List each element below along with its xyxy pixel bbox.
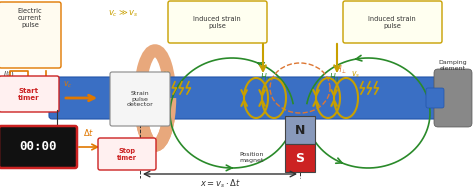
FancyBboxPatch shape bbox=[49, 77, 470, 119]
FancyBboxPatch shape bbox=[0, 126, 77, 168]
Text: S: S bbox=[295, 152, 304, 164]
Text: $v_c$: $v_c$ bbox=[63, 80, 73, 90]
Text: $H_{\perp}$: $H_{\perp}$ bbox=[335, 64, 347, 76]
FancyBboxPatch shape bbox=[434, 69, 472, 127]
Bar bbox=[285, 144, 315, 172]
Bar bbox=[285, 116, 315, 144]
FancyBboxPatch shape bbox=[343, 1, 442, 43]
FancyBboxPatch shape bbox=[139, 79, 171, 117]
FancyBboxPatch shape bbox=[0, 76, 59, 112]
Text: Start
timer: Start timer bbox=[18, 87, 40, 101]
Text: $H_{\parallel}$: $H_{\parallel}$ bbox=[260, 72, 271, 85]
Text: Damping
element: Damping element bbox=[439, 60, 467, 71]
Text: N: N bbox=[295, 123, 305, 136]
Text: Induced strain
pulse: Induced strain pulse bbox=[193, 15, 241, 28]
Bar bbox=[140, 78, 170, 118]
Text: 00:00: 00:00 bbox=[19, 141, 57, 153]
FancyBboxPatch shape bbox=[0, 2, 61, 68]
FancyBboxPatch shape bbox=[98, 138, 156, 170]
Text: $I(t)$: $I(t)$ bbox=[3, 68, 15, 79]
Text: Position
magnet: Position magnet bbox=[240, 152, 264, 163]
Text: Strain
pulse
detector: Strain pulse detector bbox=[127, 91, 154, 107]
FancyBboxPatch shape bbox=[426, 88, 444, 108]
Text: Stop
timer: Stop timer bbox=[117, 148, 137, 161]
Text: $H_{\parallel}$: $H_{\parallel}$ bbox=[329, 72, 340, 85]
FancyBboxPatch shape bbox=[168, 1, 267, 43]
Text: $v_s$: $v_s$ bbox=[163, 70, 172, 80]
Text: Electric
current
pulse: Electric current pulse bbox=[18, 8, 42, 28]
Text: $\Delta t$: $\Delta t$ bbox=[83, 127, 95, 138]
Text: Induced strain
pulse: Induced strain pulse bbox=[368, 15, 416, 28]
Text: $v_s$: $v_s$ bbox=[351, 70, 360, 80]
FancyBboxPatch shape bbox=[110, 72, 170, 126]
Text: $x = v_s \cdot \Delta t$: $x = v_s \cdot \Delta t$ bbox=[200, 178, 240, 191]
Text: $v_c \gg v_s$: $v_c \gg v_s$ bbox=[108, 8, 138, 18]
